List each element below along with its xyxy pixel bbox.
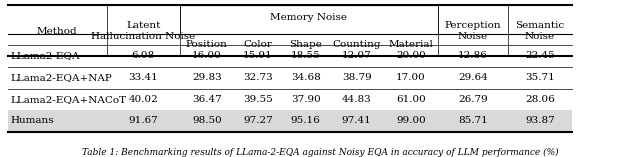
- Text: Semantic
Noise: Semantic Noise: [515, 21, 564, 41]
- Text: Shape: Shape: [289, 40, 322, 49]
- Text: 99.00: 99.00: [396, 116, 426, 125]
- Text: 29.83: 29.83: [192, 73, 222, 82]
- Text: 32.73: 32.73: [243, 73, 273, 82]
- Text: 38.79: 38.79: [342, 73, 371, 82]
- Text: 20.00: 20.00: [396, 51, 426, 60]
- Text: 95.16: 95.16: [291, 116, 321, 125]
- Text: Position: Position: [186, 40, 228, 49]
- Text: Material: Material: [388, 40, 433, 49]
- FancyBboxPatch shape: [8, 110, 572, 132]
- Text: LLama2-EQA+NACoT: LLama2-EQA+NACoT: [11, 95, 127, 104]
- Text: 26.79: 26.79: [458, 95, 488, 104]
- Text: Counting: Counting: [332, 40, 381, 49]
- Text: 40.02: 40.02: [128, 95, 158, 104]
- Text: 44.83: 44.83: [342, 95, 371, 104]
- Text: 15.91: 15.91: [243, 51, 273, 60]
- Text: 37.90: 37.90: [291, 95, 321, 104]
- Text: 34.68: 34.68: [291, 73, 321, 82]
- Text: 97.41: 97.41: [342, 116, 371, 125]
- Text: 29.64: 29.64: [458, 73, 488, 82]
- Text: 91.67: 91.67: [128, 116, 158, 125]
- Text: 33.41: 33.41: [128, 73, 158, 82]
- Text: 6.08: 6.08: [132, 51, 155, 60]
- Text: 28.06: 28.06: [525, 95, 555, 104]
- Text: Table 1: Benchmarking results of LLama-2-EQA against Noisy EQA in accuracy of LL: Table 1: Benchmarking results of LLama-2…: [82, 148, 558, 157]
- Text: Memory Noise: Memory Noise: [270, 13, 348, 22]
- Text: 16.00: 16.00: [192, 51, 222, 60]
- Text: 35.71: 35.71: [525, 73, 555, 82]
- Text: 39.55: 39.55: [243, 95, 273, 104]
- Text: Method: Method: [37, 27, 77, 36]
- Text: Perception
Noise: Perception Noise: [445, 21, 501, 41]
- Text: 85.71: 85.71: [458, 116, 488, 125]
- Text: 17.00: 17.00: [396, 73, 426, 82]
- Text: 22.45: 22.45: [525, 51, 555, 60]
- Text: 36.47: 36.47: [192, 95, 222, 104]
- Text: 98.50: 98.50: [192, 116, 222, 125]
- Text: 93.87: 93.87: [525, 116, 555, 125]
- Text: 12.07: 12.07: [342, 51, 371, 60]
- Text: LLama2-EQA: LLama2-EQA: [11, 51, 81, 60]
- Text: LLama2-EQA+NAP: LLama2-EQA+NAP: [11, 73, 113, 82]
- Text: Color: Color: [243, 40, 272, 49]
- Text: 97.27: 97.27: [243, 116, 273, 125]
- Text: 12.86: 12.86: [458, 51, 488, 60]
- Text: Humans: Humans: [11, 116, 54, 125]
- Text: Latent
Hallucination Noise: Latent Hallucination Noise: [91, 21, 195, 41]
- Text: 61.00: 61.00: [396, 95, 426, 104]
- Text: 18.55: 18.55: [291, 51, 321, 60]
